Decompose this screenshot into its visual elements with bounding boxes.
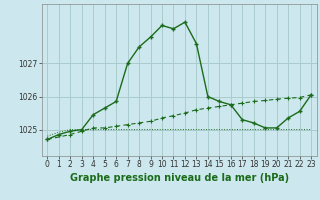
- X-axis label: Graphe pression niveau de la mer (hPa): Graphe pression niveau de la mer (hPa): [70, 173, 289, 183]
